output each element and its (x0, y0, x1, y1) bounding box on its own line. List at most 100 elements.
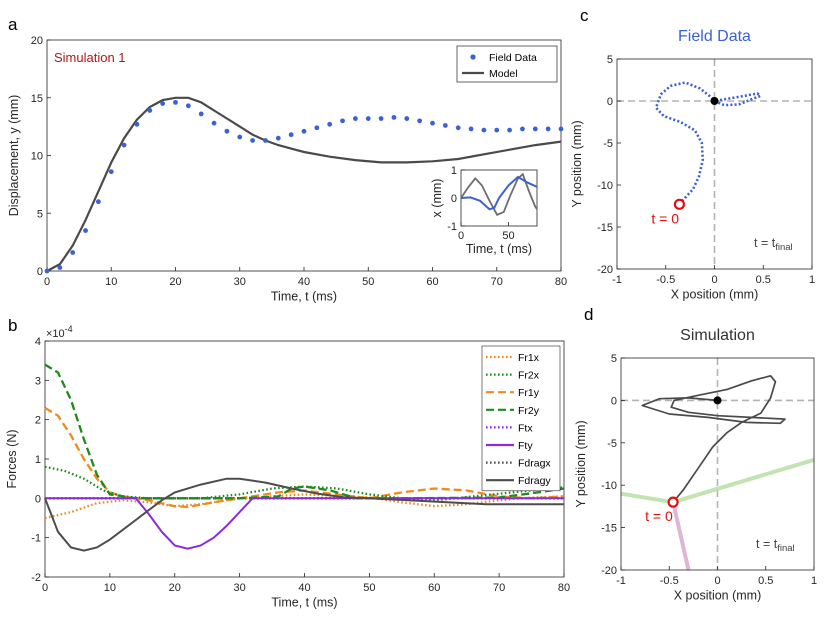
y-tick-label: 1 (35, 454, 41, 466)
field-data-point (442, 123, 448, 128)
field-data-point (108, 169, 114, 175)
y-tick-label: -10 (601, 480, 617, 492)
x-tick-label: 20 (169, 276, 181, 288)
x-tick-label: -0.5 (660, 575, 679, 587)
field-data-point (237, 134, 243, 140)
legend-label-fr1x: Fr1x (518, 352, 540, 364)
x-axis-label: Time, t (ms) (271, 596, 337, 610)
field-data-point (185, 103, 191, 109)
field-data-point (224, 128, 230, 134)
y-tick-label: 5 (607, 54, 613, 66)
panel-d: Simulation d t = 0 t = tfinal -1 -0.5 0 0.5 1 -20… (574, 305, 817, 603)
x-tick-label: 0 (711, 274, 717, 286)
y-tick-label: -15 (597, 222, 613, 234)
field-data-point (160, 101, 166, 106)
field-data-point (378, 116, 384, 121)
field-data-point (198, 111, 204, 117)
panel-title: Field Data (678, 28, 751, 45)
y-tick-label: -5 (603, 138, 613, 150)
x-tick-label: -1 (612, 274, 622, 286)
multiplier-exponent: -4 (65, 324, 73, 334)
field-data-point (545, 126, 551, 132)
x-tick-label: 20 (169, 582, 181, 594)
final-position-marker (713, 396, 722, 405)
trajectory-line (641, 374, 786, 503)
x-axis-label: Time, t (ms) (466, 242, 532, 256)
field-data-point (147, 108, 153, 113)
field-data-point (455, 125, 461, 131)
tether-pink (671, 501, 691, 571)
final-label: t = tfinal (754, 236, 793, 253)
x-tick-label: -0.5 (656, 274, 675, 286)
x-tick-label: 0.5 (756, 274, 771, 286)
x-axis-label: X position (mm) (671, 288, 759, 302)
legend-box (456, 45, 558, 83)
inset-model-line (460, 172, 538, 216)
field-data-point (134, 121, 140, 127)
panel-letter-a: a (8, 15, 18, 34)
field-data-point (70, 250, 76, 255)
field-data-point (44, 268, 50, 274)
y-tick-label: 0 (607, 96, 613, 108)
field-data-point (250, 138, 256, 143)
x-tick-label: 40 (298, 276, 310, 288)
panel-c: Field Data c t = 0 t = tfinal -1 -0.5 0 0.5 1 -20… (570, 6, 815, 302)
x-tick-label: 50 (502, 230, 514, 242)
field-data-point (353, 116, 358, 121)
x-tick-label: 1 (809, 274, 815, 286)
field-data-point (121, 142, 127, 148)
final-label: t = tfinal (756, 537, 795, 554)
y-tick-label: 0 (451, 193, 457, 205)
y-tick-label: 5 (37, 208, 43, 220)
y-axis-label: Forces (N) (5, 429, 19, 488)
y-axis-label: x (mm) (430, 179, 444, 218)
field-data-point (391, 114, 397, 120)
y-tick-label: 1 (451, 165, 457, 177)
model-line (46, 96, 562, 272)
y-tick-label: 3 (35, 375, 41, 387)
y-tick-label: 15 (31, 93, 43, 105)
field-data-point (468, 126, 474, 132)
field-data-point (96, 199, 101, 205)
field-data-point (263, 138, 268, 143)
field-data-point (327, 121, 333, 127)
x-tick-label: 30 (234, 582, 246, 594)
x-tick-label: 10 (104, 582, 116, 594)
panel-letter-b: b (8, 316, 17, 335)
legend-label-model: Model (489, 68, 518, 80)
field-data-point (301, 128, 307, 134)
y-tick-label: -20 (601, 565, 617, 577)
final-label-subscript: final (777, 543, 794, 554)
field-data-point (275, 135, 281, 141)
legend-label-fr2x: Fr2x (518, 370, 540, 382)
series-fr1y (44, 406, 565, 509)
field-data-point (314, 125, 320, 131)
y-tick-label: 0 (37, 266, 43, 278)
field-data-point (481, 127, 487, 133)
field-data-point (57, 265, 63, 270)
y-tick-label: 0 (35, 493, 41, 505)
panel-b: 0 10 20 30 40 50 60 70 80 -2 -1 0 1 2 3 4 Time, t (ms) Fo… (5, 316, 570, 610)
y-tick-label: -2 (31, 572, 41, 584)
x-tick-label: 60 (428, 582, 440, 594)
field-data-point (365, 116, 371, 121)
panel-letter-c: c (580, 6, 589, 25)
x-tick-label: -1 (616, 575, 626, 587)
x-tick-label: 30 (234, 276, 246, 288)
legend-marker-field-data (470, 54, 476, 60)
start-position-marker (673, 198, 686, 210)
y-tick-label: -15 (601, 523, 617, 535)
y-tick-label: -1 (447, 221, 457, 233)
x-tick-label: 1 (811, 575, 817, 587)
trajectory-line (654, 81, 762, 206)
field-data-point (83, 228, 88, 233)
y-tick-label: 10 (31, 151, 43, 163)
x-tick-label: 0 (458, 230, 464, 242)
y-tick-label: 0 (611, 395, 617, 407)
x-tick-label: 0 (714, 575, 720, 587)
start-label: t = 0 (651, 210, 679, 226)
legend-label-fdragx: Fdragx (518, 458, 551, 470)
panel-title: Simulation (680, 327, 755, 344)
